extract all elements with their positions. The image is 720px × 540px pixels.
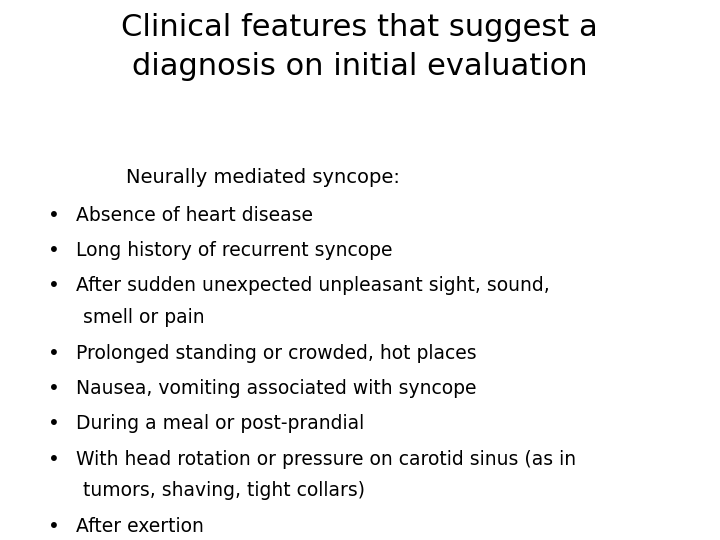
Text: With head rotation or pressure on carotid sinus (as in: With head rotation or pressure on caroti… [76,450,576,469]
Text: Prolonged standing or crowded, hot places: Prolonged standing or crowded, hot place… [76,344,476,363]
Text: •: • [48,276,60,295]
Text: Neurally mediated syncope:: Neurally mediated syncope: [126,168,400,187]
Text: •: • [48,344,60,363]
Text: •: • [48,450,60,469]
Text: Absence of heart disease: Absence of heart disease [76,206,312,225]
Text: After exertion: After exertion [76,517,203,536]
Text: •: • [48,517,60,536]
Text: Nausea, vomiting associated with syncope: Nausea, vomiting associated with syncope [76,379,476,398]
Text: smell or pain: smell or pain [83,307,204,327]
Text: During a meal or post-prandial: During a meal or post-prandial [76,414,364,434]
Text: After sudden unexpected unpleasant sight, sound,: After sudden unexpected unpleasant sight… [76,276,549,295]
Text: tumors, shaving, tight collars): tumors, shaving, tight collars) [83,481,365,500]
Text: •: • [48,379,60,398]
Text: •: • [48,206,60,225]
Text: •: • [48,241,60,260]
Text: •: • [48,414,60,434]
Text: Long history of recurrent syncope: Long history of recurrent syncope [76,241,392,260]
Text: Clinical features that suggest a
diagnosis on initial evaluation: Clinical features that suggest a diagnos… [121,14,598,80]
